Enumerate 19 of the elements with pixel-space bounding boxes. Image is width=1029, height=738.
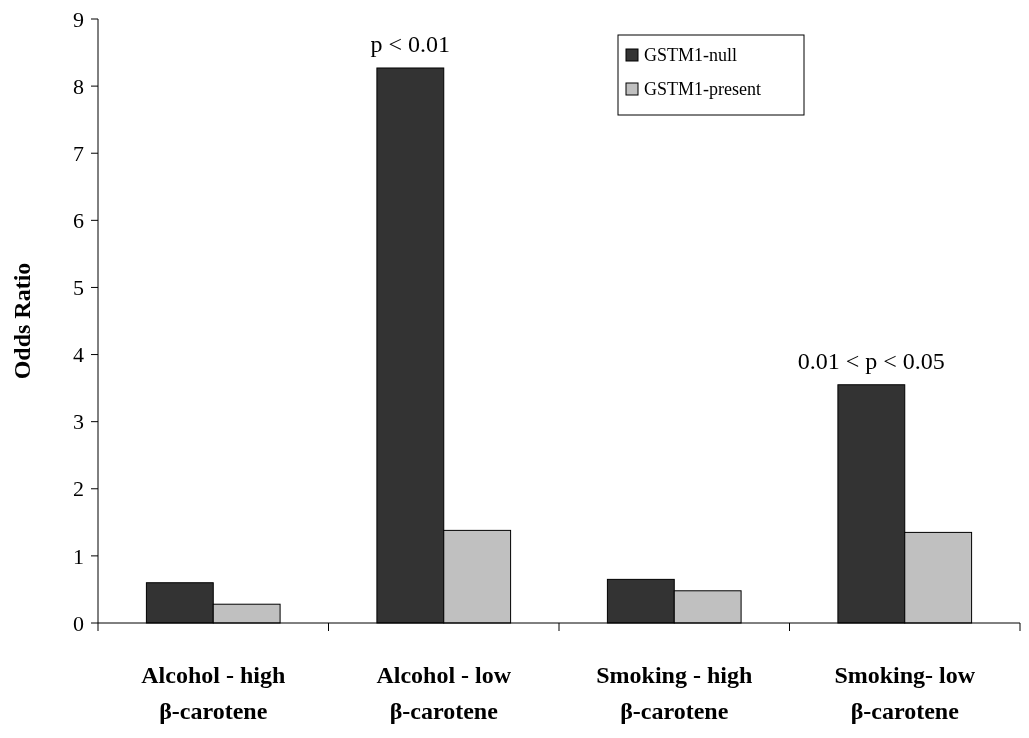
annotation: 0.01 < p < 0.05	[797, 347, 945, 374]
y-tick-label: 0	[73, 610, 84, 636]
x-tick-label: Smoking- low β-carotene	[834, 662, 976, 724]
y-axis-title: Odds Ratio	[9, 262, 35, 380]
y-tick-label: 3	[73, 409, 84, 435]
annotation: p < 0.01	[370, 30, 451, 57]
y-tick-label: 6	[73, 208, 84, 234]
y-tick-label: 9	[73, 6, 84, 32]
y-tick-label: 5	[73, 275, 84, 301]
y-tick-label: 4	[73, 342, 84, 368]
legend-label: GSTM1-present	[644, 79, 761, 100]
y-tick-label: 7	[73, 140, 84, 166]
x-tick-label: Alcohol - high β-carotene	[141, 662, 286, 724]
x-tick-label: Smoking - high β-carotene	[596, 662, 753, 724]
y-tick-label: 8	[73, 73, 84, 99]
x-tick-label: Alcohol - low β-carotene	[376, 662, 512, 724]
y-tick-label: 1	[73, 543, 84, 569]
y-tick-label: 2	[73, 476, 84, 502]
legend-label: GSTM1-null	[644, 45, 738, 66]
